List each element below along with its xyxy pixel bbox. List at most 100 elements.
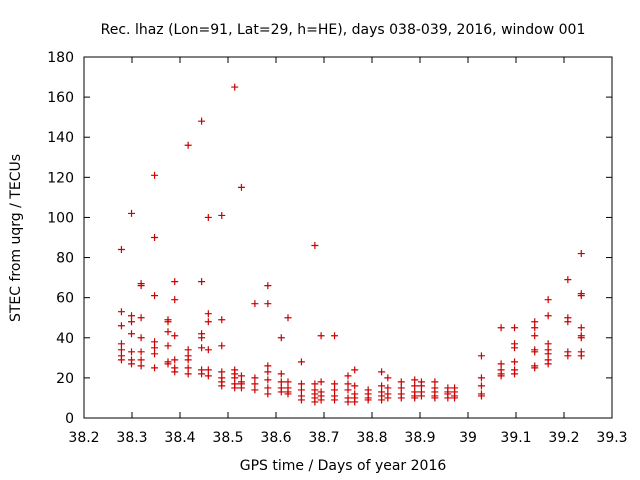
data-point: [477, 382, 485, 390]
data-point: [311, 242, 319, 250]
data-point: [128, 209, 136, 217]
data-point: [544, 360, 552, 368]
data-point: [531, 318, 539, 326]
data-point: [231, 374, 239, 382]
data-point: [151, 234, 159, 241]
data-point: [231, 384, 239, 392]
data-point: [164, 318, 172, 326]
data-point: [284, 314, 292, 322]
data-point: [137, 356, 145, 364]
data-point: [351, 382, 359, 390]
data-point: [511, 358, 519, 366]
data-point: [151, 171, 159, 179]
data-point: [184, 141, 192, 149]
data-point: [477, 352, 485, 360]
data-point: [218, 368, 226, 376]
data-point: [164, 342, 172, 350]
data-point: [384, 394, 392, 402]
data-point: [204, 346, 212, 354]
data-point: [184, 370, 192, 378]
data-point: [117, 308, 125, 316]
x-axis-label: GPS time / Days of year 2016: [240, 458, 447, 474]
data-point: [251, 374, 259, 382]
data-point: [544, 350, 552, 358]
data-point: [397, 378, 405, 386]
data-point: [544, 340, 552, 348]
axis-ticks: [83, 56, 613, 419]
data-point: [204, 310, 212, 318]
data-point: [264, 368, 272, 376]
data-point: [151, 292, 159, 300]
data-point: [497, 360, 505, 368]
data-point: [384, 384, 392, 392]
y-tick-label: 180: [47, 50, 74, 66]
y-tick-labels: 0 20 40 60 80 100 120 140 160 180: [47, 50, 74, 427]
data-point: [297, 380, 305, 388]
data-point: [128, 360, 136, 368]
data-point: [564, 352, 572, 360]
data-point: [204, 372, 212, 380]
data-point: [198, 370, 206, 378]
data-point: [284, 378, 292, 386]
data-point: [331, 386, 339, 394]
data-point: [564, 318, 572, 326]
y-tick-label: 80: [56, 251, 74, 267]
data-point: [198, 278, 206, 286]
data-point: [277, 378, 285, 386]
plot-frame: [83, 56, 613, 419]
x-tick-label: 38.8: [356, 430, 387, 446]
data-point: [117, 340, 125, 348]
data-point: [117, 246, 125, 254]
data-point: [411, 382, 419, 390]
chart-title: Rec. lhaz (Lon=91, Lat=29, h=HE), days 0…: [101, 22, 586, 38]
data-point: [444, 394, 452, 402]
y-axis-label: STEC from uqrg / TECUs: [8, 154, 24, 322]
data-point: [417, 392, 425, 400]
data-point: [151, 344, 159, 352]
data-point: [171, 368, 179, 376]
data-point: [544, 312, 552, 320]
data-point: [317, 332, 325, 340]
data-point: [151, 338, 159, 346]
data-point: [331, 396, 339, 404]
x-tick-label: 38.4: [164, 430, 195, 446]
data-point: [531, 332, 539, 340]
y-tick-label: 0: [65, 411, 74, 427]
data-point: [128, 318, 136, 326]
data-point: [171, 278, 179, 286]
data-point: [251, 380, 259, 388]
data-point: [378, 396, 386, 404]
data-point: [577, 250, 585, 258]
data-point: [128, 312, 136, 320]
data-point: [364, 396, 372, 404]
data-point: [218, 211, 226, 219]
data-point: [344, 380, 352, 388]
data-point: [237, 183, 245, 191]
x-tick-label: 39.3: [596, 430, 627, 446]
data-point: [277, 388, 285, 396]
data-point: [251, 300, 259, 308]
data-point: [237, 384, 245, 392]
y-tick-label: 60: [56, 291, 74, 307]
data-point: [477, 392, 485, 400]
data-point: [577, 324, 585, 332]
data-point: [264, 282, 272, 290]
data-point: [351, 366, 359, 374]
data-point: [531, 348, 539, 356]
data-point: [184, 346, 192, 354]
data-point: [237, 372, 245, 380]
data-point: [344, 398, 352, 406]
data-point: [117, 346, 125, 354]
data-point: [378, 382, 386, 390]
data-point: [204, 213, 212, 221]
data-point: [264, 300, 272, 308]
data-point: [204, 318, 212, 326]
data-point: [577, 352, 585, 360]
data-points: [117, 83, 585, 406]
data-point: [164, 328, 172, 336]
data-point: [431, 378, 439, 386]
data-point: [151, 350, 159, 358]
data-point: [531, 364, 539, 372]
data-point: [311, 380, 319, 388]
